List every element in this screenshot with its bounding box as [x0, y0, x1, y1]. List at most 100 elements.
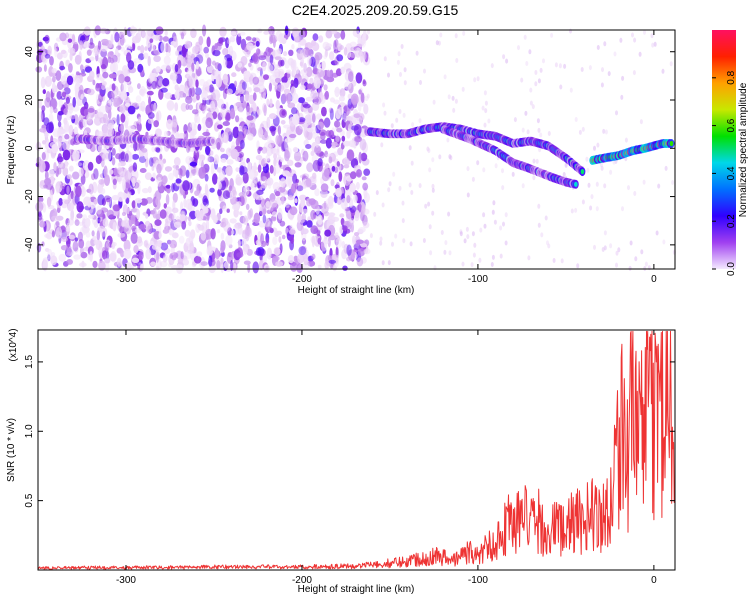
noise-speck: [317, 158, 323, 167]
noise-speck: [538, 147, 542, 153]
noise-speck: [600, 165, 604, 171]
noise-speck: [247, 263, 251, 273]
noise-speck: [74, 237, 78, 242]
noise-speck: [490, 262, 494, 267]
noise-speck: [44, 75, 52, 87]
noise-speck: [220, 147, 225, 153]
noise-speck: [301, 107, 308, 112]
noise-speck: [143, 240, 148, 248]
noise-speck: [484, 100, 488, 106]
noise-speck: [58, 253, 67, 262]
noise-speck: [539, 132, 543, 138]
noise-speck: [72, 171, 80, 180]
noise-speck: [159, 209, 167, 219]
noise-speck: [137, 116, 142, 125]
noise-speck: [274, 68, 281, 78]
noise-speck: [222, 190, 230, 200]
noise-speck: [356, 33, 361, 39]
noise-speck: [633, 37, 637, 43]
noise-speck: [613, 51, 617, 57]
noise-speck: [534, 70, 538, 75]
noise-speck: [248, 62, 252, 68]
noise-speck: [305, 144, 312, 149]
noise-speck: [521, 183, 525, 189]
noise-speck: [113, 167, 119, 176]
noise-speck: [302, 175, 306, 180]
noise-speck: [539, 67, 543, 73]
noise-speck: [333, 120, 341, 128]
noise-speck: [89, 143, 96, 152]
noise-speck: [333, 40, 337, 52]
noise-speck: [188, 157, 195, 162]
noise-speck: [213, 122, 220, 132]
noise-speck: [51, 143, 59, 154]
noise-speck: [109, 97, 114, 108]
noise-speck: [253, 92, 257, 101]
noise-speck: [402, 112, 406, 118]
noise-speck: [570, 208, 574, 214]
noise-speck: [39, 221, 46, 228]
noise-speck: [58, 135, 63, 143]
noise-speck: [263, 74, 269, 80]
noise-speck: [203, 213, 210, 221]
noise-speck: [88, 42, 95, 49]
noise-speck: [41, 152, 46, 161]
noise-speck: [116, 114, 120, 126]
noise-speck: [105, 241, 110, 249]
noise-speck: [214, 62, 220, 70]
noise-speck: [428, 167, 432, 173]
y-tick-label: 1.0: [24, 424, 35, 438]
noise-speck: [188, 76, 196, 89]
noise-speck: [190, 28, 197, 39]
noise-speck: [298, 97, 305, 104]
noise-speck: [105, 197, 111, 203]
noise-speck: [41, 105, 46, 112]
noise-speck: [155, 26, 164, 35]
noise-speck: [303, 103, 311, 109]
noise-speck: [269, 64, 275, 72]
noise-speck: [215, 75, 219, 86]
noise-speck: [185, 103, 190, 111]
noise-speck: [44, 177, 52, 186]
noise-speck: [162, 36, 169, 42]
noise-speck: [348, 217, 355, 226]
noise-speck: [288, 229, 296, 235]
noise-speck: [521, 127, 525, 133]
noise-speck: [223, 261, 229, 269]
noise-speck: [585, 156, 589, 162]
noise-speck: [292, 113, 300, 126]
noise-speck: [105, 87, 111, 93]
noise-speck: [36, 242, 42, 253]
noise-speck: [494, 163, 498, 169]
noise-speck: [127, 187, 134, 193]
noise-speck: [79, 221, 83, 226]
noise-speck: [308, 198, 316, 206]
noise-speck: [192, 97, 196, 103]
noise-speck: [269, 34, 273, 45]
noise-speck: [144, 172, 152, 180]
noise-speck: [320, 239, 327, 252]
noise-speck: [205, 52, 210, 59]
noise-speck: [209, 187, 215, 193]
noise-speck: [244, 81, 249, 92]
noise-speck: [305, 66, 313, 78]
noise-speck: [197, 123, 202, 131]
colorbar-ticks: 0.0 0.2 0.4 0.6 0.8: [712, 70, 737, 276]
noise-speck: [283, 124, 291, 129]
noise-speck: [640, 249, 644, 255]
noise-speck: [89, 251, 93, 262]
noise-speck: [107, 127, 114, 137]
noise-speck: [239, 211, 243, 216]
noise-speck: [284, 60, 290, 69]
noise-speck: [173, 221, 182, 228]
noise-speck: [268, 206, 274, 212]
noise-speck: [175, 131, 180, 140]
noise-speck: [600, 82, 604, 88]
noise-speck: [83, 26, 91, 36]
noise-speck: [75, 77, 81, 87]
noise-speck: [340, 198, 348, 210]
noise-speck: [222, 89, 227, 100]
noise-speck: [473, 242, 477, 248]
noise-speck: [158, 233, 162, 238]
noise-speck: [235, 176, 243, 186]
